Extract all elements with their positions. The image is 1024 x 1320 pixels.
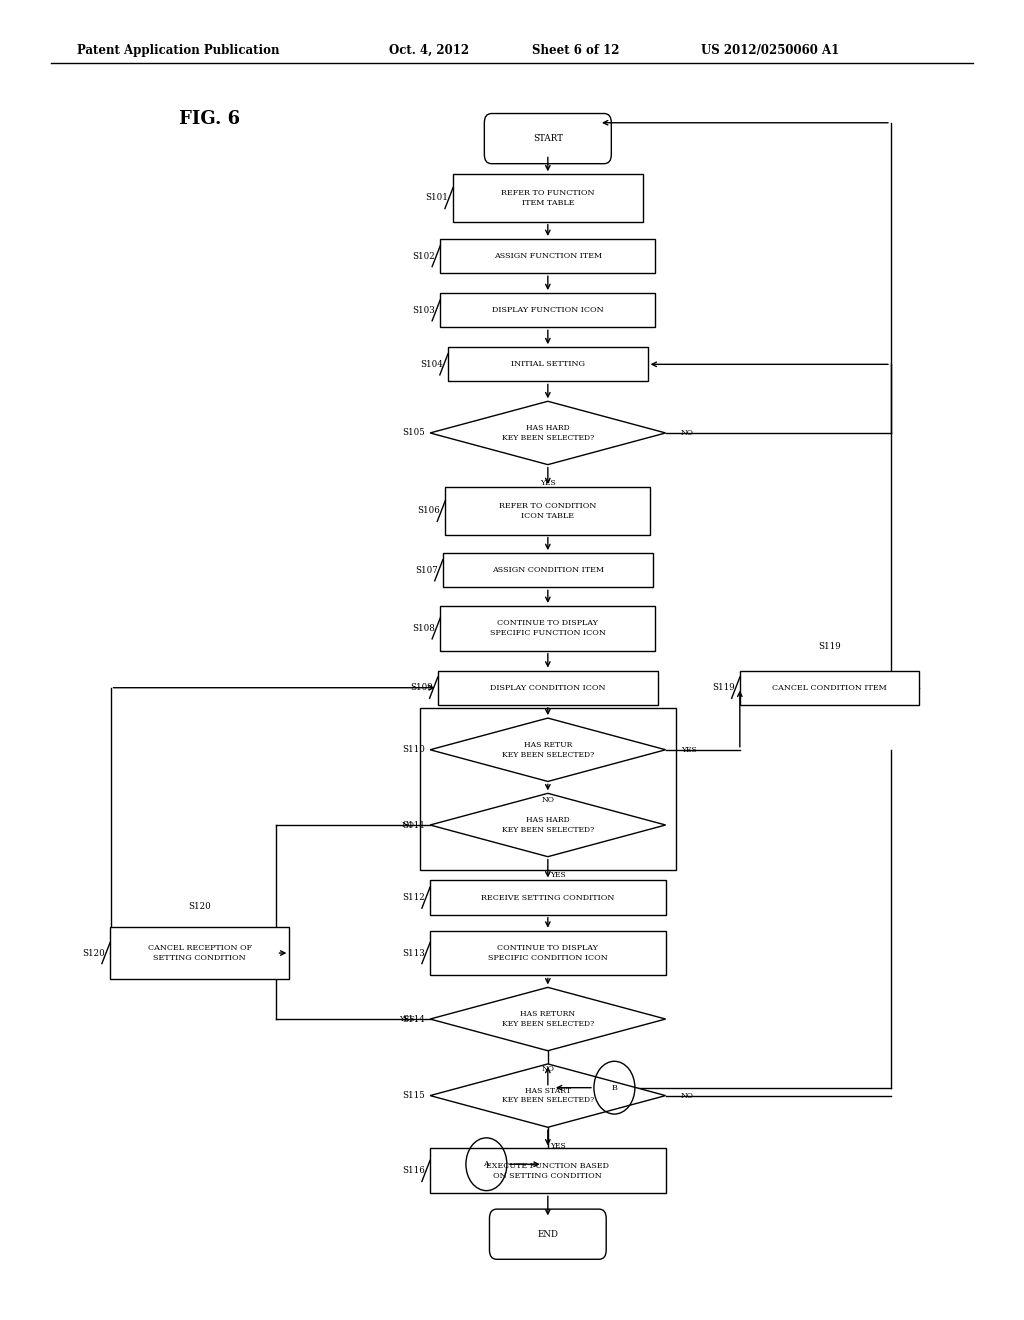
Text: S102: S102 <box>413 252 435 260</box>
Text: NO: NO <box>401 821 415 829</box>
Text: YES: YES <box>399 1015 415 1023</box>
Text: YES: YES <box>550 1142 566 1150</box>
Text: NO: NO <box>542 796 554 804</box>
Text: S114: S114 <box>402 1015 425 1023</box>
FancyBboxPatch shape <box>445 487 650 535</box>
Text: HAS RETUR
KEY BEEN SELECTED?: HAS RETUR KEY BEEN SELECTED? <box>502 741 594 759</box>
FancyBboxPatch shape <box>440 606 655 651</box>
Text: FIG. 6: FIG. 6 <box>179 110 241 128</box>
Text: NO: NO <box>681 429 694 437</box>
Text: US 2012/0250060 A1: US 2012/0250060 A1 <box>701 44 840 57</box>
Text: HAS START
KEY BEEN SELECTED?: HAS START KEY BEEN SELECTED? <box>502 1086 594 1105</box>
Text: S109: S109 <box>410 684 433 692</box>
Text: S120: S120 <box>82 949 105 957</box>
Text: S101: S101 <box>425 194 449 202</box>
Text: YES: YES <box>681 746 696 754</box>
Text: DISPLAY FUNCTION ICON: DISPLAY FUNCTION ICON <box>492 306 604 314</box>
Text: HAS HARD
KEY BEEN SELECTED?: HAS HARD KEY BEEN SELECTED? <box>502 816 594 834</box>
Text: S116: S116 <box>402 1167 425 1175</box>
Polygon shape <box>430 718 666 781</box>
Text: HAS HARD
KEY BEEN SELECTED?: HAS HARD KEY BEEN SELECTED? <box>502 424 594 442</box>
Polygon shape <box>430 793 666 857</box>
Text: ASSIGN CONDITION ITEM: ASSIGN CONDITION ITEM <box>492 566 604 574</box>
FancyBboxPatch shape <box>440 293 655 327</box>
Text: ASSIGN FUNCTION ITEM: ASSIGN FUNCTION ITEM <box>494 252 602 260</box>
Text: EXECUTE FUNCTION BASED
ON SETTING CONDITION: EXECUTE FUNCTION BASED ON SETTING CONDIT… <box>486 1162 609 1180</box>
Text: S103: S103 <box>413 306 435 314</box>
FancyBboxPatch shape <box>430 1148 666 1193</box>
Text: INITIAL SETTING: INITIAL SETTING <box>511 360 585 368</box>
Text: DISPLAY CONDITION ICON: DISPLAY CONDITION ICON <box>490 684 605 692</box>
Text: Sheet 6 of 12: Sheet 6 of 12 <box>532 44 620 57</box>
Text: S108: S108 <box>413 624 435 632</box>
FancyBboxPatch shape <box>449 347 648 381</box>
Text: S105: S105 <box>402 429 425 437</box>
Text: Oct. 4, 2012: Oct. 4, 2012 <box>389 44 469 57</box>
FancyBboxPatch shape <box>739 671 920 705</box>
Text: S112: S112 <box>402 894 425 902</box>
FancyBboxPatch shape <box>484 114 611 164</box>
Polygon shape <box>430 1064 666 1127</box>
Text: REFER TO CONDITION
ICON TABLE: REFER TO CONDITION ICON TABLE <box>499 502 597 520</box>
Text: START: START <box>532 135 563 143</box>
Text: REFER TO FUNCTION
ITEM TABLE: REFER TO FUNCTION ITEM TABLE <box>501 189 595 207</box>
Text: END: END <box>538 1230 558 1238</box>
Text: NO: NO <box>681 1092 694 1100</box>
Text: YES: YES <box>550 871 566 879</box>
Text: YES: YES <box>540 479 556 487</box>
Text: S110: S110 <box>402 746 425 754</box>
Text: B: B <box>611 1084 617 1092</box>
FancyBboxPatch shape <box>430 880 666 915</box>
Text: S119: S119 <box>712 684 735 692</box>
Text: CONTINUE TO DISPLAY
SPECIFIC CONDITION ICON: CONTINUE TO DISPLAY SPECIFIC CONDITION I… <box>488 944 607 962</box>
Text: NO: NO <box>542 1065 554 1073</box>
FancyBboxPatch shape <box>438 671 658 705</box>
FancyBboxPatch shape <box>453 174 643 222</box>
Text: HAS RETURN
KEY BEEN SELECTED?: HAS RETURN KEY BEEN SELECTED? <box>502 1010 594 1028</box>
FancyBboxPatch shape <box>430 931 666 975</box>
Text: S107: S107 <box>415 566 438 574</box>
Text: A: A <box>483 1160 489 1168</box>
Text: CONTINUE TO DISPLAY
SPECIFIC FUNCTION ICON: CONTINUE TO DISPLAY SPECIFIC FUNCTION IC… <box>489 619 606 638</box>
FancyBboxPatch shape <box>440 239 655 273</box>
Text: S115: S115 <box>402 1092 425 1100</box>
FancyBboxPatch shape <box>489 1209 606 1259</box>
Text: CANCEL RECEPTION OF
SETTING CONDITION: CANCEL RECEPTION OF SETTING CONDITION <box>147 944 252 962</box>
Text: S111: S111 <box>402 821 425 829</box>
Polygon shape <box>430 401 666 465</box>
Text: S104: S104 <box>420 360 442 368</box>
Text: Patent Application Publication: Patent Application Publication <box>77 44 280 57</box>
Polygon shape <box>430 987 666 1051</box>
Text: S119: S119 <box>818 642 841 651</box>
FancyBboxPatch shape <box>111 927 289 979</box>
Text: S113: S113 <box>402 949 425 957</box>
FancyBboxPatch shape <box>443 553 653 587</box>
Text: S120: S120 <box>188 902 211 911</box>
Text: CANCEL CONDITION ITEM: CANCEL CONDITION ITEM <box>772 684 887 692</box>
Text: RECEIVE SETTING CONDITION: RECEIVE SETTING CONDITION <box>481 894 614 902</box>
Text: S106: S106 <box>418 507 440 515</box>
